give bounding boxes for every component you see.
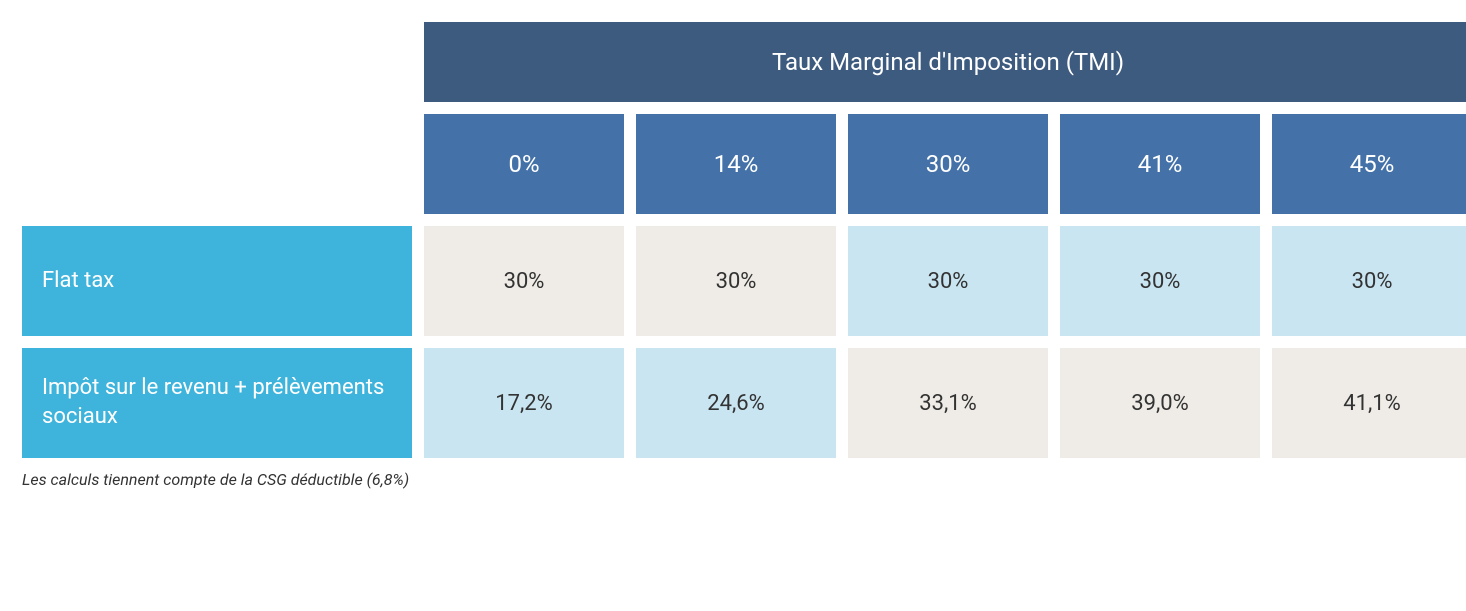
- empty-cell: [22, 114, 412, 214]
- table-row: Impôt sur le revenu + prélèvements socia…: [22, 348, 1466, 458]
- col-header: 45%: [1272, 114, 1466, 214]
- data-cell: 30%: [848, 226, 1048, 336]
- data-cell: 17,2%: [424, 348, 624, 458]
- row-label-impot: Impôt sur le revenu + prélèvements socia…: [22, 348, 412, 458]
- data-cell: 30%: [424, 226, 624, 336]
- header-title: Taux Marginal d'Imposition (TMI): [424, 22, 1466, 102]
- data-cell: 30%: [1272, 226, 1466, 336]
- data-cell: 33,1%: [848, 348, 1048, 458]
- table-header-row-main: Taux Marginal d'Imposition (TMI): [22, 22, 1466, 102]
- data-cell: 39,0%: [1060, 348, 1260, 458]
- tax-table: Taux Marginal d'Imposition (TMI) 0% 14% …: [10, 10, 1466, 470]
- data-cell: 30%: [636, 226, 836, 336]
- tax-table-container: Taux Marginal d'Imposition (TMI) 0% 14% …: [10, 10, 1456, 489]
- table-row: Flat tax 30% 30% 30% 30% 30%: [22, 226, 1466, 336]
- footnote: Les calculs tiennent compte de la CSG dé…: [10, 470, 1456, 489]
- data-cell: 30%: [1060, 226, 1260, 336]
- empty-cell: [22, 22, 412, 102]
- data-cell: 24,6%: [636, 348, 836, 458]
- col-header: 30%: [848, 114, 1048, 214]
- table-header-row-cols: 0% 14% 30% 41% 45%: [22, 114, 1466, 214]
- col-header: 41%: [1060, 114, 1260, 214]
- data-cell: 41,1%: [1272, 348, 1466, 458]
- col-header: 14%: [636, 114, 836, 214]
- row-label-flat-tax: Flat tax: [22, 226, 412, 336]
- col-header: 0%: [424, 114, 624, 214]
